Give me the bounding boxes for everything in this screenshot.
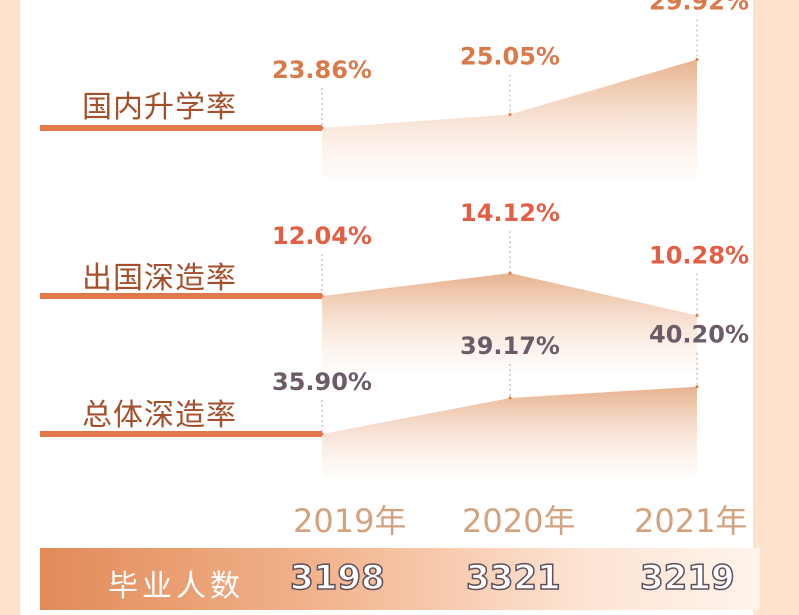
- year-label-2019: 2019年: [293, 502, 407, 540]
- value-label-s1-p2: 25.05%: [460, 43, 560, 71]
- value-label-s2-p1: 12.04%: [272, 222, 372, 250]
- data-point-s2-p3: [695, 313, 699, 317]
- series-area-3: [322, 386, 697, 478]
- graduate-count-label: 毕业人数: [108, 569, 244, 604]
- series-bar-2: [40, 293, 322, 299]
- value-label-s3-p2: 39.17%: [460, 332, 560, 360]
- data-point-s2-p2: [508, 271, 512, 275]
- value-label-s1-p1: 23.86%: [272, 56, 372, 84]
- value-label-s2-p3: 10.28%: [649, 241, 749, 269]
- series-label-total: 总体深造率: [82, 398, 237, 433]
- series-bar-3: [40, 431, 322, 437]
- year-label-2020: 2020年: [462, 502, 576, 540]
- graduate-count-2021: 3219: [639, 557, 735, 599]
- data-point-s1-p1: [320, 126, 324, 130]
- data-point-s3-p2: [508, 396, 512, 400]
- value-label-s3-p3: 40.20%: [649, 321, 749, 349]
- year-label-2021: 2021年: [634, 502, 748, 540]
- data-point-s3-p3: [695, 385, 699, 389]
- value-label-s1-p3: 29.92%: [649, 0, 749, 16]
- value-label-s2-p2: 14.12%: [460, 199, 560, 227]
- data-point-s3-p1: [320, 432, 324, 436]
- data-point-s2-p1: [320, 294, 324, 298]
- data-point-s1-p3: [695, 58, 699, 62]
- series-area-2: [322, 273, 697, 372]
- series-area-1: [322, 59, 697, 178]
- data-point-s1-p2: [508, 113, 512, 117]
- graduate-count-band: [40, 548, 760, 610]
- series-bar-1: [40, 125, 322, 131]
- left-background-strip: [0, 0, 20, 615]
- right-background-strip: [753, 0, 799, 615]
- graduate-count-2019: 3198: [289, 557, 385, 599]
- value-label-s3-p1: 35.90%: [272, 368, 372, 396]
- graduate-count-2020: 3321: [465, 557, 561, 599]
- series-label-domestic: 国内升学率: [82, 90, 237, 125]
- series-label-abroad: 出国深造率: [82, 261, 237, 296]
